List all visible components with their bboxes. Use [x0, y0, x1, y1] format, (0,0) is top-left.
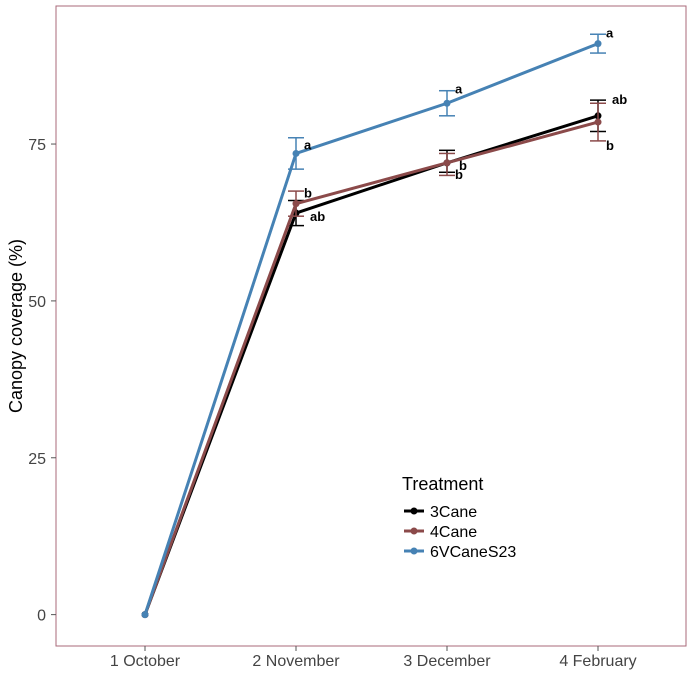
- legend-swatch-point: [410, 507, 418, 515]
- legend-title: Treatment: [402, 474, 483, 494]
- legend-items: 3Cane 4Cane 6VCaneS23: [404, 504, 516, 561]
- y-tick-label: 25: [28, 451, 46, 468]
- legend-label: 6VCaneS23: [430, 544, 516, 561]
- legend-item: 4Cane: [404, 524, 477, 541]
- data-point: [443, 159, 451, 167]
- y-tick-label: 50: [28, 294, 46, 311]
- significance-label: ab: [612, 92, 627, 107]
- significance-label: b: [304, 186, 312, 201]
- significance-label: b: [455, 167, 463, 182]
- legend-item: 6VCaneS23: [404, 544, 516, 561]
- x-axis-ticks: 1 October 2 November 3 December 4 February: [110, 646, 637, 670]
- data-point: [443, 99, 451, 107]
- y-axis-ticks: 0 25 50 75: [28, 137, 56, 625]
- significance-label: a: [304, 137, 312, 152]
- data-point: [594, 118, 602, 126]
- x-tick-label: 2 November: [252, 653, 340, 670]
- legend-label: 3Cane: [430, 504, 477, 521]
- series-line: [143, 120, 599, 616]
- significance-label: b: [459, 158, 467, 173]
- legend: Treatment 3Cane 4Cane 6VCaneS23: [402, 474, 516, 561]
- x-tick-label: 4 February: [559, 653, 636, 670]
- significance-label: ab: [310, 209, 325, 224]
- plot-panel: [55, 5, 687, 647]
- data-point: [594, 40, 602, 48]
- y-axis-title: Canopy coverage (%): [6, 239, 26, 413]
- x-tick-label: 3 December: [403, 653, 491, 670]
- legend-swatch-point: [410, 547, 418, 555]
- data-point: [292, 149, 300, 157]
- legend-swatch-point: [410, 527, 418, 535]
- series-line: [143, 114, 599, 616]
- x-tick-label: 1 October: [110, 653, 181, 670]
- legend-label: 4Cane: [430, 524, 477, 541]
- significance-label: b: [606, 138, 614, 153]
- data-point: [141, 611, 149, 619]
- data-point: [292, 200, 300, 208]
- series-line: [143, 42, 599, 616]
- series-6VCaneS23: a a a: [141, 26, 614, 619]
- y-tick-label: 75: [28, 137, 46, 154]
- significance-label: a: [606, 26, 614, 41]
- significance-label: a: [455, 81, 463, 96]
- legend-item: 3Cane: [404, 504, 477, 521]
- y-tick-label: 0: [37, 608, 46, 625]
